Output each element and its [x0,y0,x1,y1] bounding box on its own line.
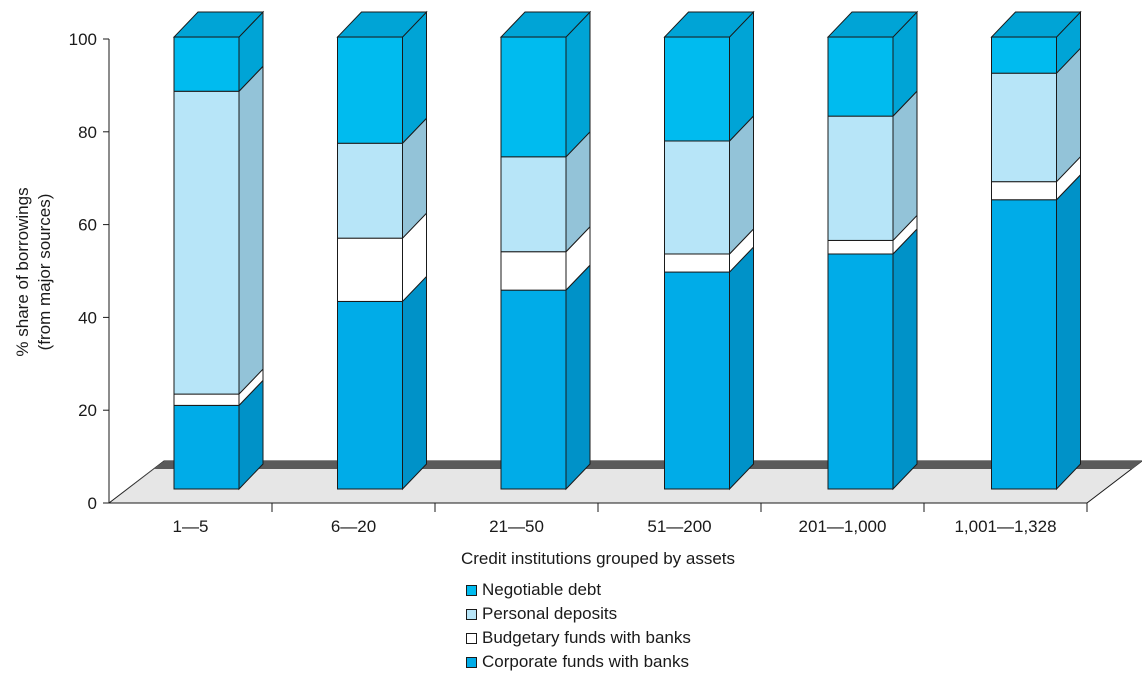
legend-label: Negotiable debt [482,580,602,599]
bar-segment [827,239,894,255]
y-tick-label: 40 [78,308,97,327]
legend-swatch [466,656,477,668]
bar-segment [664,140,730,255]
bar-segment-side [892,227,918,491]
bar-segment [500,289,567,490]
legend: Negotiable debt Personal deposits Budget… [466,578,691,674]
bar-segment [337,36,403,144]
bar-segment [991,36,1057,74]
bars [172,10,1082,491]
y-tick-label: 0 [88,494,97,513]
bar-segment [827,253,894,490]
bar-segment-side [565,263,591,491]
bar-segment [500,156,567,253]
x-tick-label: 51—200 [647,517,711,536]
bar-segment [173,404,240,490]
bar-top-face [826,11,919,38]
bar-top-face [663,11,755,38]
bar-segment [827,36,894,117]
x-tick-label: 21—50 [489,517,544,536]
bar-segment [500,251,567,291]
bar-top-face [336,11,428,38]
y-tick-label: 60 [78,216,97,235]
x-tick-label: 201—1,000 [799,517,887,536]
bar-segment [991,199,1057,490]
legend-item-corporate-funds: Corporate funds with banks [466,650,691,674]
legend-swatch [466,584,477,596]
bar-segment [337,237,403,302]
bar-segment [991,72,1057,183]
axes: 0 20 40 60 80 100 1—5 6—20 21—50 51—200 201—1,000 1… [69,30,1088,536]
bar-segment [337,300,403,490]
legend-swatch [466,632,477,644]
legend-label: Corporate funds with banks [482,652,689,671]
legend-item-budgetary-funds: Budgetary funds with banks [466,626,691,650]
axis-labels: % share of borrowings (from major source… [13,187,735,568]
bar-segment [991,181,1057,201]
legend-item-personal-deposits: Personal deposits [466,602,691,626]
legend-label: Budgetary funds with banks [482,628,691,647]
x-tick-label: 6—20 [331,517,376,536]
bar-segment [664,253,730,273]
y-tick-label: 20 [78,401,97,420]
legend-item-negotiable-debt: Negotiable debt [466,578,691,602]
bar-segment-side [892,89,918,242]
floor-edge [109,461,164,503]
x-tick-label: 1—5 [173,517,209,536]
legend-label: Personal deposits [482,604,618,623]
bar-segment-side [1056,173,1081,491]
x-tick-label: 1,001—1,328 [954,517,1056,536]
bar-segment [173,393,240,406]
bar-segment [664,271,730,490]
chart-floor [107,460,1142,504]
bar-segment [664,36,730,142]
bar-segment-side [238,65,264,396]
bar-segment [827,115,894,241]
bar-segment-side [402,275,427,491]
bar-segment-side [729,245,754,491]
x-axis-title: Credit institutions grouped by assets [461,549,735,568]
y-tick-label: 80 [78,123,97,142]
bar-segment [173,90,240,395]
y-tick-label: 100 [69,30,97,49]
y-axis-title-line1: % share of borrowings [13,187,32,356]
y-axis-title-line2: (from major sources) [35,194,54,351]
bar-segment [337,142,403,239]
bar-top-face [499,11,592,38]
legend-swatch [466,608,477,620]
bar-top-face [990,11,1082,38]
bar-segment [500,36,567,158]
bar-segment [173,36,240,92]
bar-top-face [172,11,265,38]
